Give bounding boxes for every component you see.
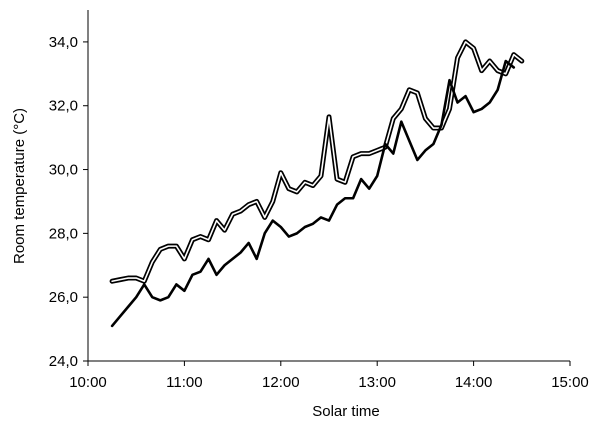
series-line-1-inner <box>111 41 523 283</box>
tick-marks <box>83 41 571 366</box>
x-axis-title: Solar time <box>312 403 380 420</box>
y-tick-label: 32,0 <box>49 98 78 115</box>
x-tick-label: 15:00 <box>551 374 589 391</box>
x-tick-label: 12:00 <box>262 374 300 391</box>
axes <box>87 10 570 362</box>
x-tick-label: 11:00 <box>166 374 202 391</box>
x-tick-label: 10:00 <box>69 374 107 391</box>
y-tick-label: 30,0 <box>49 162 78 179</box>
y-tick-label: 34,0 <box>49 34 78 51</box>
x-tick-label: 13:00 <box>358 374 396 391</box>
series-line-1 <box>109 39 525 284</box>
series-line-2 <box>110 59 516 328</box>
y-tick-label: 26,0 <box>49 289 78 306</box>
series-lines <box>109 39 525 328</box>
tick-labels: 10:00 11:00 12:00 13:00 14:00 15:00 24,0 26,0 28… <box>49 34 589 391</box>
y-tick-label: 28,0 <box>49 225 78 242</box>
y-axis-title: Room temperature (°C) <box>11 108 28 264</box>
y-tick-label: 24,0 <box>49 353 78 370</box>
series-line-2-path <box>110 59 516 328</box>
x-tick-label: 14:00 <box>455 374 493 391</box>
